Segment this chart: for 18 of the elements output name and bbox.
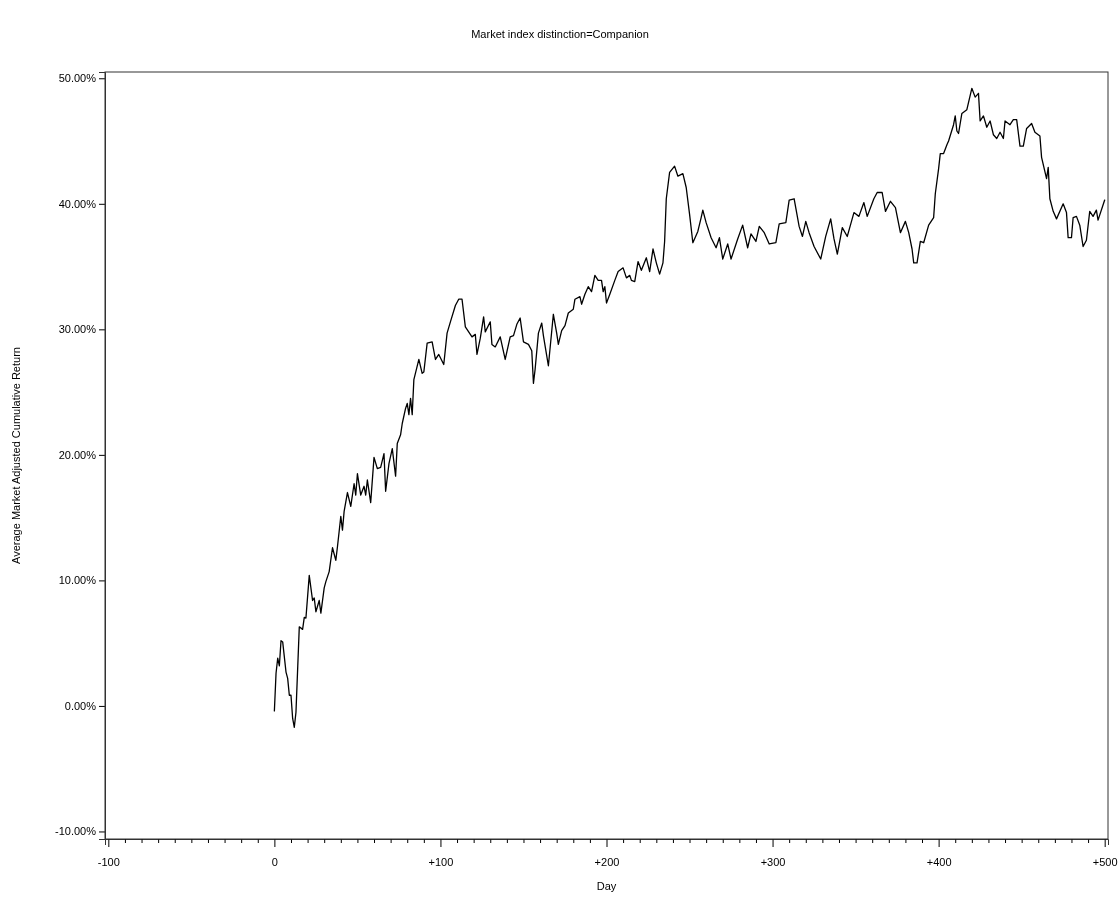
x-tick-label: +100	[428, 855, 454, 868]
y-tick-label: 20.00%	[58, 448, 97, 461]
y-tick-label: 50.00%	[58, 72, 97, 85]
y-tick-label: 10.00%	[58, 574, 97, 587]
y-tick-label: -10.00%	[55, 825, 97, 838]
line-series	[273, 87, 1106, 728]
x-tick-label: +500	[1092, 855, 1118, 868]
y-axis-title: Average Market Adjusted Cumulative Return	[10, 347, 22, 564]
x-tick-label: -100	[97, 855, 120, 868]
x-axis-title: Day	[596, 880, 617, 892]
x-tick-label: +400	[926, 855, 952, 868]
y-tick-label: 0.00%	[64, 699, 97, 712]
x-tick-label: +200	[594, 855, 620, 868]
x-tick-label: +300	[760, 855, 786, 868]
chart-subtitle: Market index distinction=Companion	[471, 28, 649, 40]
y-tick-label: 40.00%	[58, 197, 97, 210]
x-tick-label: 0	[271, 855, 278, 868]
y-tick-label: 30.00%	[58, 323, 97, 336]
